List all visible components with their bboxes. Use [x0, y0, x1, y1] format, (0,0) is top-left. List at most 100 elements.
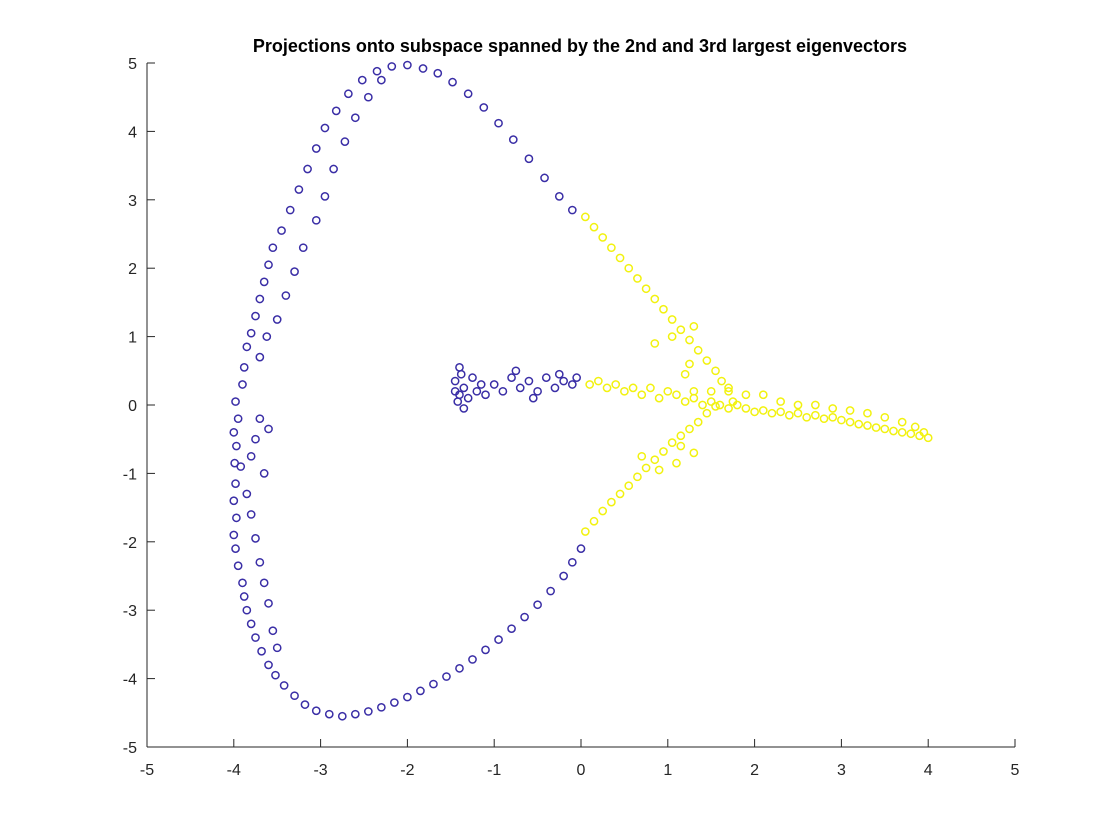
data-point — [880, 412, 890, 422]
data-point — [231, 544, 240, 553]
data-point — [580, 527, 590, 536]
series-0 — [229, 60, 586, 721]
x-tick-label: -2 — [400, 762, 414, 779]
data-point — [580, 212, 590, 222]
data-point — [403, 692, 412, 702]
data-point — [468, 373, 477, 382]
data-point — [508, 135, 518, 144]
data-point — [567, 380, 577, 389]
data-point — [741, 404, 751, 413]
data-point — [554, 192, 564, 201]
data-point — [290, 691, 299, 701]
data-point — [585, 380, 595, 389]
data-point — [676, 441, 686, 451]
data-point — [251, 534, 260, 543]
x-tick-label: -3 — [313, 762, 327, 779]
data-point — [910, 422, 920, 432]
data-point — [418, 64, 428, 73]
data-point — [693, 345, 703, 355]
data-point — [637, 390, 647, 400]
data-point — [724, 404, 733, 413]
data-point — [863, 408, 872, 418]
chart-title: Projections onto subspace spanned by the… — [253, 36, 907, 56]
plot-area — [147, 63, 1015, 747]
data-point — [698, 400, 707, 410]
data-point — [242, 489, 252, 499]
data-point — [268, 626, 278, 636]
data-point — [706, 397, 716, 406]
data-point — [663, 386, 673, 396]
data-point — [507, 624, 516, 634]
data-point — [646, 383, 655, 393]
data-point — [589, 222, 599, 232]
data-point — [246, 510, 256, 519]
data-point — [340, 137, 350, 147]
data-point — [689, 448, 699, 458]
data-point — [403, 60, 412, 70]
data-point — [889, 426, 898, 436]
data-point — [507, 373, 516, 382]
data-point — [264, 660, 273, 670]
data-point — [231, 397, 240, 406]
plot-frame — [147, 63, 1015, 747]
data-point — [567, 557, 577, 567]
data-point — [828, 412, 838, 422]
data-point — [251, 311, 260, 321]
data-point — [880, 424, 890, 434]
data-point — [290, 267, 299, 276]
data-point — [231, 479, 240, 489]
data-point — [489, 380, 499, 389]
data-point — [363, 92, 373, 102]
data-point — [672, 458, 681, 468]
data-point — [372, 66, 382, 76]
data-point — [331, 106, 341, 116]
data-point — [702, 408, 712, 418]
data-point — [459, 383, 469, 393]
y-tick-label: 5 — [128, 56, 137, 73]
data-point — [246, 451, 256, 461]
data-point — [615, 489, 625, 499]
data-point — [659, 304, 668, 314]
data-point — [819, 414, 829, 424]
data-point — [242, 342, 252, 352]
data-point — [481, 390, 490, 400]
data-point — [377, 702, 386, 712]
data-point — [793, 400, 803, 410]
data-point — [363, 707, 373, 716]
data-point — [667, 315, 677, 324]
data-point — [615, 253, 625, 263]
data-point — [602, 383, 612, 393]
series-layer — [229, 60, 933, 721]
data-point — [676, 431, 686, 441]
data-point — [264, 599, 273, 608]
y-tick-label: -5 — [123, 740, 137, 757]
data-point — [641, 284, 651, 294]
data-point — [784, 410, 794, 420]
data-point — [494, 118, 503, 128]
data-point — [511, 366, 521, 376]
x-tick-label: 2 — [750, 762, 759, 779]
data-point — [272, 315, 282, 324]
data-point — [262, 332, 272, 341]
data-point — [350, 113, 360, 123]
data-point — [802, 412, 812, 422]
data-point — [281, 291, 291, 300]
y-tick-label: 3 — [128, 193, 137, 210]
data-point — [350, 709, 360, 719]
data-point — [448, 77, 457, 87]
data-point — [594, 376, 603, 386]
data-point — [637, 451, 647, 461]
data-point — [607, 497, 616, 507]
data-point — [236, 462, 246, 471]
data-point — [453, 397, 463, 406]
data-point — [845, 406, 855, 415]
data-point — [541, 373, 551, 382]
data-point — [476, 380, 486, 389]
data-point — [311, 144, 321, 153]
data-point — [624, 263, 634, 273]
data-point — [429, 679, 438, 689]
data-point — [589, 516, 599, 526]
data-point — [845, 417, 855, 427]
data-point — [811, 410, 820, 420]
